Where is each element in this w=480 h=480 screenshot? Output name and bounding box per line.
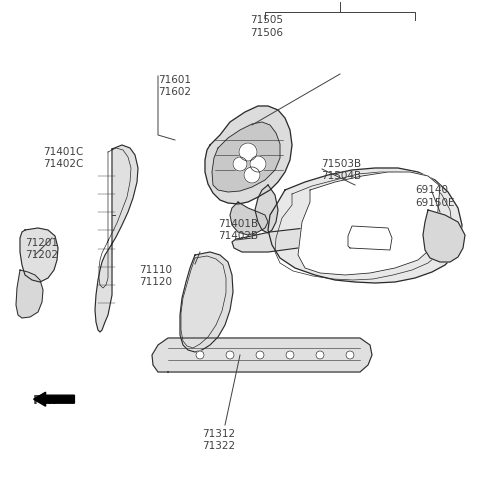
Circle shape	[244, 168, 260, 184]
Polygon shape	[180, 252, 233, 352]
Polygon shape	[205, 107, 292, 204]
Text: FR.: FR.	[33, 393, 58, 406]
Polygon shape	[255, 186, 278, 233]
Polygon shape	[268, 168, 462, 283]
Circle shape	[316, 351, 324, 359]
Text: 71201
71202: 71201 71202	[25, 238, 58, 260]
Polygon shape	[212, 123, 280, 192]
Text: 71401C
71402C: 71401C 71402C	[43, 146, 84, 169]
Text: 69140
69150E: 69140 69150E	[415, 185, 455, 207]
FancyArrow shape	[34, 392, 74, 407]
Text: 71503B
71504B: 71503B 71504B	[322, 158, 362, 181]
Circle shape	[226, 351, 234, 359]
Polygon shape	[152, 338, 372, 372]
Circle shape	[196, 351, 204, 359]
Circle shape	[286, 351, 294, 359]
Text: 71312
71322: 71312 71322	[202, 428, 235, 451]
Polygon shape	[348, 227, 392, 251]
Circle shape	[250, 156, 266, 173]
Polygon shape	[298, 173, 440, 276]
Text: 71110
71120: 71110 71120	[139, 264, 172, 287]
Text: 71505
71506: 71505 71506	[250, 15, 283, 38]
Polygon shape	[232, 228, 328, 252]
Circle shape	[233, 157, 247, 172]
Circle shape	[239, 144, 257, 162]
Circle shape	[256, 351, 264, 359]
Polygon shape	[20, 228, 58, 282]
Text: 71601
71602: 71601 71602	[158, 74, 192, 97]
Polygon shape	[423, 211, 465, 263]
Text: 71401B
71402B: 71401B 71402B	[218, 218, 259, 241]
Circle shape	[346, 351, 354, 359]
Polygon shape	[95, 146, 138, 332]
Polygon shape	[230, 203, 268, 236]
Polygon shape	[16, 270, 43, 318]
